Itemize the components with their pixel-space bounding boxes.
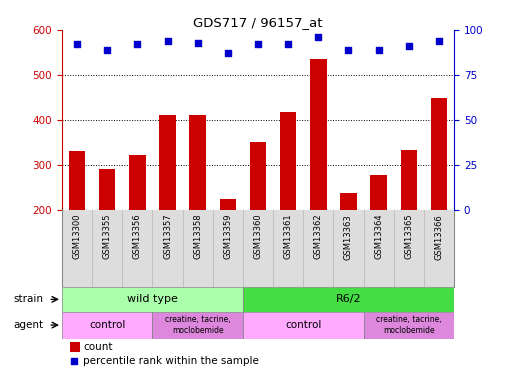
Bar <box>243 287 454 312</box>
Text: GSM13365: GSM13365 <box>405 214 413 260</box>
Bar <box>62 287 243 312</box>
Point <box>103 47 111 53</box>
Text: GSM13355: GSM13355 <box>103 214 111 260</box>
Text: R6/2: R6/2 <box>336 294 361 304</box>
Bar <box>243 312 364 339</box>
Point <box>284 41 292 47</box>
Point <box>194 40 202 46</box>
Point <box>70 358 78 364</box>
Point <box>344 47 352 53</box>
Point <box>405 43 413 49</box>
Bar <box>364 312 454 339</box>
Text: count: count <box>84 342 113 352</box>
Bar <box>340 194 357 210</box>
Bar <box>62 312 152 339</box>
Point <box>314 34 322 40</box>
Text: control: control <box>89 320 125 330</box>
Text: GSM13300: GSM13300 <box>73 214 82 260</box>
Text: wild type: wild type <box>127 294 178 304</box>
Bar <box>69 152 85 210</box>
Bar <box>129 155 146 210</box>
Text: creatine, tacrine,
moclobemide: creatine, tacrine, moclobemide <box>376 315 442 335</box>
Bar <box>370 176 387 210</box>
Bar <box>280 112 297 210</box>
Bar <box>431 98 447 210</box>
Bar <box>99 170 116 210</box>
Text: strain: strain <box>14 294 44 304</box>
Text: GSM13364: GSM13364 <box>374 214 383 260</box>
Bar <box>400 150 417 210</box>
Bar <box>310 59 327 210</box>
Text: GSM13356: GSM13356 <box>133 214 142 260</box>
Bar <box>152 312 243 339</box>
Point <box>73 41 81 47</box>
Bar <box>70 342 79 352</box>
Point <box>164 38 172 44</box>
Text: GSM13366: GSM13366 <box>434 214 443 260</box>
Text: GSM13358: GSM13358 <box>193 214 202 260</box>
Text: GSM13362: GSM13362 <box>314 214 323 260</box>
Text: creatine, tacrine,
moclobemide: creatine, tacrine, moclobemide <box>165 315 231 335</box>
Text: GSM13359: GSM13359 <box>223 214 232 260</box>
Bar <box>159 116 176 210</box>
Bar <box>219 199 236 210</box>
Point <box>435 38 443 44</box>
Point <box>133 41 141 47</box>
Text: control: control <box>285 320 321 330</box>
Text: GSM13357: GSM13357 <box>163 214 172 260</box>
Bar <box>250 142 266 210</box>
Text: GSM13361: GSM13361 <box>284 214 293 260</box>
Point <box>224 50 232 56</box>
Text: GSM13360: GSM13360 <box>253 214 263 260</box>
Text: agent: agent <box>14 320 44 330</box>
Text: GSM13363: GSM13363 <box>344 214 353 260</box>
Point <box>254 41 262 47</box>
Point <box>375 47 383 53</box>
Title: GDS717 / 96157_at: GDS717 / 96157_at <box>194 16 322 29</box>
Text: percentile rank within the sample: percentile rank within the sample <box>84 356 260 366</box>
Bar <box>189 116 206 210</box>
